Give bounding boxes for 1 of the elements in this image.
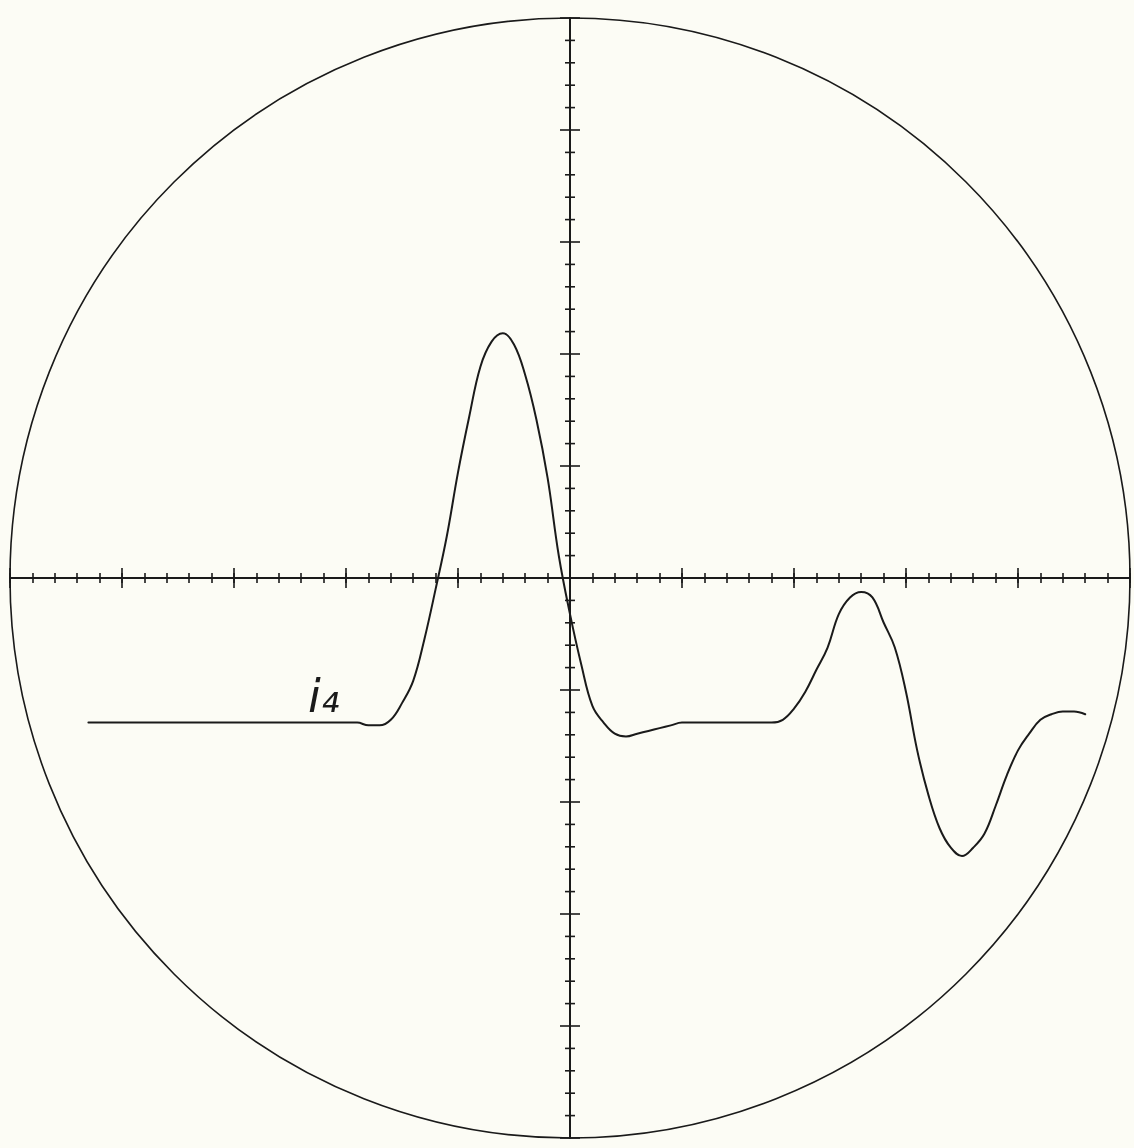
series-label: i₄: [307, 668, 340, 723]
